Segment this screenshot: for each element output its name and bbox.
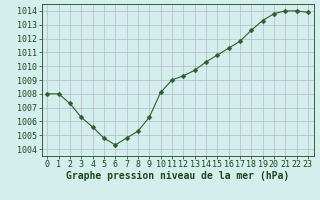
X-axis label: Graphe pression niveau de la mer (hPa): Graphe pression niveau de la mer (hPa): [66, 171, 289, 181]
